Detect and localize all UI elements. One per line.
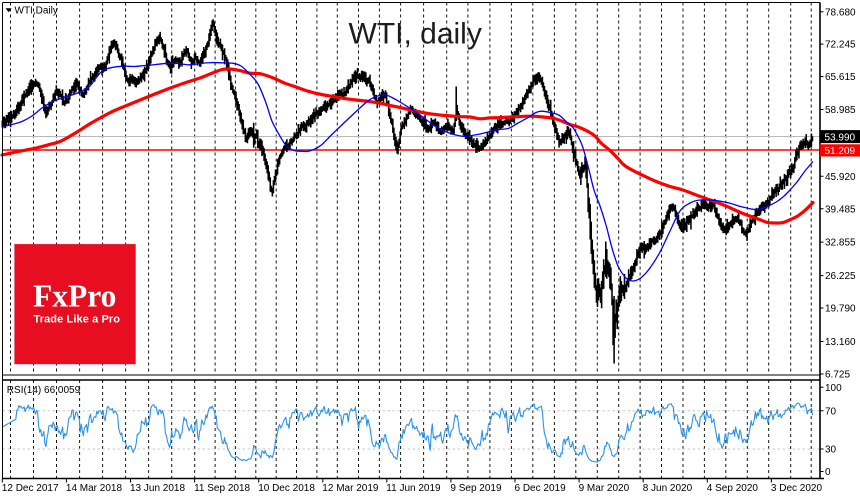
svg-text:70: 70 xyxy=(825,406,837,417)
svg-text:65.615: 65.615 xyxy=(825,72,856,83)
svg-text:100: 100 xyxy=(825,383,842,394)
svg-text:78.680: 78.680 xyxy=(825,7,856,18)
svg-text:12 Dec 2017: 12 Dec 2017 xyxy=(2,483,59,494)
svg-text:58.985: 58.985 xyxy=(825,105,856,116)
svg-text:13.160: 13.160 xyxy=(825,337,856,348)
svg-text:10 Dec 2018: 10 Dec 2018 xyxy=(258,483,315,494)
svg-text:4 Sep 2020: 4 Sep 2020 xyxy=(707,483,759,494)
svg-text:6 Dec 2019: 6 Dec 2019 xyxy=(515,483,567,494)
svg-text:53.990: 53.990 xyxy=(825,132,856,143)
svg-text:51.209: 51.209 xyxy=(825,146,856,157)
svg-text:39.485: 39.485 xyxy=(825,204,856,215)
svg-text:26.225: 26.225 xyxy=(825,271,856,282)
svg-text:WTI, daily: WTI, daily xyxy=(349,18,482,51)
svg-text:19.790: 19.790 xyxy=(825,304,856,315)
svg-text:8 Jun 2020: 8 Jun 2020 xyxy=(643,483,693,494)
svg-text:RSI(14) 66.0059: RSI(14) 66.0059 xyxy=(7,385,81,396)
svg-text:14 Mar 2018: 14 Mar 2018 xyxy=(66,483,123,494)
svg-text:Trade Like a Pro: Trade Like a Pro xyxy=(34,314,121,326)
svg-text:9 Mar 2020: 9 Mar 2020 xyxy=(579,483,630,494)
svg-text:72.245: 72.245 xyxy=(825,40,856,51)
svg-text:11 Jun 2019: 11 Jun 2019 xyxy=(386,483,441,494)
svg-text:FxPro: FxPro xyxy=(33,279,116,314)
svg-text:11 Sep 2018: 11 Sep 2018 xyxy=(194,483,250,494)
svg-text:WTI,Daily: WTI,Daily xyxy=(15,6,58,17)
svg-text:30: 30 xyxy=(825,445,837,456)
svg-text:45.920: 45.920 xyxy=(825,172,856,183)
svg-text:6.725: 6.725 xyxy=(825,370,850,381)
svg-text:13 Jun 2018: 13 Jun 2018 xyxy=(130,483,185,494)
svg-text:32.855: 32.855 xyxy=(825,238,856,249)
svg-text:9 Sep 2019: 9 Sep 2019 xyxy=(450,483,502,494)
svg-text:12 Mar 2019: 12 Mar 2019 xyxy=(322,483,379,494)
svg-text:0: 0 xyxy=(825,467,831,478)
svg-text:3 Dec 2020: 3 Dec 2020 xyxy=(771,483,823,494)
